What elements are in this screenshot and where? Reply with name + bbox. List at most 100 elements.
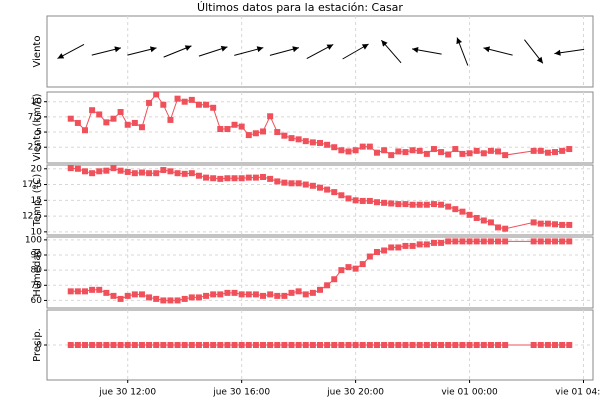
data-point [395, 148, 402, 155]
data-point [89, 170, 96, 177]
data-point [252, 291, 259, 298]
x-tick-label: vie 01 00:00 [441, 388, 498, 398]
data-point [103, 167, 110, 174]
data-point [89, 107, 96, 114]
data-point [167, 168, 174, 175]
wind-arrow [127, 46, 157, 56]
y-tick-label: 70 [31, 281, 43, 291]
data-point [267, 113, 274, 120]
data-point [345, 264, 352, 271]
data-point [238, 342, 245, 348]
data-point [345, 342, 352, 348]
y-tick-label: 2,5 [28, 143, 42, 153]
wind-arrow [456, 37, 469, 66]
data-point [452, 238, 459, 245]
data-point [217, 342, 224, 348]
y-tick-label: 7,5 [28, 112, 42, 122]
data-point [480, 217, 487, 224]
data-point [81, 168, 88, 175]
data-point [245, 132, 252, 139]
data-point [67, 288, 74, 295]
data-point [67, 115, 74, 122]
data-point [423, 201, 430, 208]
y-tick-label: 15 [31, 196, 42, 206]
y-tick-label: 0 [36, 341, 42, 351]
data-point [195, 101, 202, 108]
data-point [267, 175, 274, 182]
data-point [167, 116, 174, 123]
data-point [338, 147, 345, 154]
data-point [160, 297, 167, 304]
data-point [67, 342, 74, 348]
data-point [552, 149, 559, 156]
data-point [530, 219, 537, 226]
data-point [309, 289, 316, 296]
x-tick-label: jue 30 12:00 [98, 388, 156, 398]
data-point [260, 342, 267, 348]
data-point [224, 342, 231, 348]
data-point [395, 201, 402, 208]
data-point [295, 342, 302, 348]
data-point [103, 289, 110, 296]
data-point [331, 189, 338, 196]
data-point [124, 292, 131, 299]
data-point [487, 219, 494, 226]
y-axis-label: Temp. (ºC) [32, 174, 43, 228]
data-point [309, 182, 316, 189]
data-point [131, 170, 138, 177]
data-point [274, 178, 281, 185]
data-point [566, 146, 573, 153]
data-point [260, 173, 267, 180]
data-point [423, 342, 430, 348]
data-point [281, 292, 288, 299]
data-point [487, 342, 494, 348]
data-point [160, 101, 167, 108]
data-point [345, 148, 352, 155]
data-point [146, 170, 153, 177]
data-point [495, 224, 502, 231]
data-point [559, 147, 566, 154]
data-point [317, 139, 323, 146]
wind-arrow [234, 46, 264, 56]
data-point [110, 165, 117, 172]
y-tick-label: 5 [36, 128, 42, 138]
arrow-head [536, 56, 543, 64]
y-tick-label: 80 [31, 266, 43, 276]
data-point [131, 342, 138, 348]
data-point [537, 238, 544, 245]
data-point [352, 265, 359, 272]
data-point [459, 150, 466, 157]
wind-arrow [269, 46, 300, 56]
wind-arrow [380, 39, 402, 64]
data-point [260, 128, 267, 135]
arrow-head [184, 45, 192, 51]
data-point [274, 342, 281, 348]
data-point [366, 197, 373, 204]
x-tick-label: jue 30 16:00 [212, 388, 270, 398]
data-point [495, 238, 502, 245]
data-point [373, 149, 380, 156]
data-point [245, 174, 252, 181]
arrow-head [412, 46, 419, 53]
data-point [245, 342, 252, 348]
data-point [552, 238, 559, 245]
data-point [445, 342, 452, 348]
data-point [352, 342, 359, 348]
data-point [224, 175, 231, 182]
data-point [188, 170, 195, 177]
y-tick-label: 90 [31, 251, 43, 261]
data-point [402, 242, 409, 249]
data-point [487, 147, 494, 154]
data-point [224, 126, 231, 133]
data-point [359, 261, 366, 268]
data-point [409, 242, 416, 249]
data-point [537, 147, 544, 154]
data-point [409, 147, 416, 154]
data-point [96, 168, 103, 175]
data-point [281, 179, 288, 186]
data-point [231, 121, 238, 128]
data-point [217, 291, 224, 298]
wind-arrow [306, 44, 334, 59]
wind-arrow [411, 46, 442, 55]
data-point [359, 143, 366, 150]
